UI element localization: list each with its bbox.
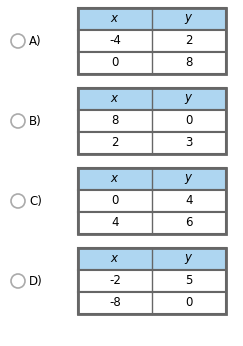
Bar	[78, 212, 226, 234]
Bar	[78, 8, 226, 74]
Text: 0: 0	[185, 115, 193, 127]
Bar	[78, 132, 226, 154]
Text: $\mathit{x}$: $\mathit{x}$	[110, 12, 120, 26]
Text: $\mathit{y}$: $\mathit{y}$	[184, 172, 194, 186]
Bar	[78, 8, 226, 30]
Text: 4: 4	[111, 217, 119, 229]
Text: -2: -2	[109, 274, 121, 288]
Text: -4: -4	[109, 35, 121, 47]
Text: $\mathit{x}$: $\mathit{x}$	[110, 173, 120, 185]
Bar	[78, 248, 226, 314]
Bar	[78, 190, 226, 212]
Bar	[78, 88, 226, 110]
Text: $\mathit{x}$: $\mathit{x}$	[110, 92, 120, 106]
Text: 0: 0	[111, 194, 119, 208]
Text: $\mathit{y}$: $\mathit{y}$	[184, 92, 194, 106]
Text: $\mathit{y}$: $\mathit{y}$	[184, 252, 194, 266]
Text: 0: 0	[111, 56, 119, 70]
Text: 2: 2	[185, 35, 193, 47]
Text: $\mathit{x}$: $\mathit{x}$	[110, 253, 120, 265]
Bar	[78, 30, 226, 52]
Text: 8: 8	[111, 115, 119, 127]
Text: $\mathit{y}$: $\mathit{y}$	[184, 12, 194, 26]
Text: 6: 6	[185, 217, 193, 229]
Text: B): B)	[29, 115, 42, 127]
Text: C): C)	[29, 194, 42, 208]
Text: A): A)	[29, 35, 42, 47]
Bar	[78, 270, 226, 292]
Bar	[78, 88, 226, 154]
Bar	[78, 110, 226, 132]
Text: -8: -8	[109, 297, 121, 310]
Text: 4: 4	[185, 194, 193, 208]
Text: 8: 8	[185, 56, 193, 70]
Text: D): D)	[29, 274, 43, 288]
Bar	[78, 292, 226, 314]
Bar	[78, 248, 226, 270]
Text: 5: 5	[185, 274, 193, 288]
Text: 2: 2	[111, 137, 119, 149]
Bar	[78, 168, 226, 234]
Bar	[78, 168, 226, 190]
Bar	[78, 52, 226, 74]
Text: 0: 0	[185, 297, 193, 310]
Text: 3: 3	[185, 137, 193, 149]
